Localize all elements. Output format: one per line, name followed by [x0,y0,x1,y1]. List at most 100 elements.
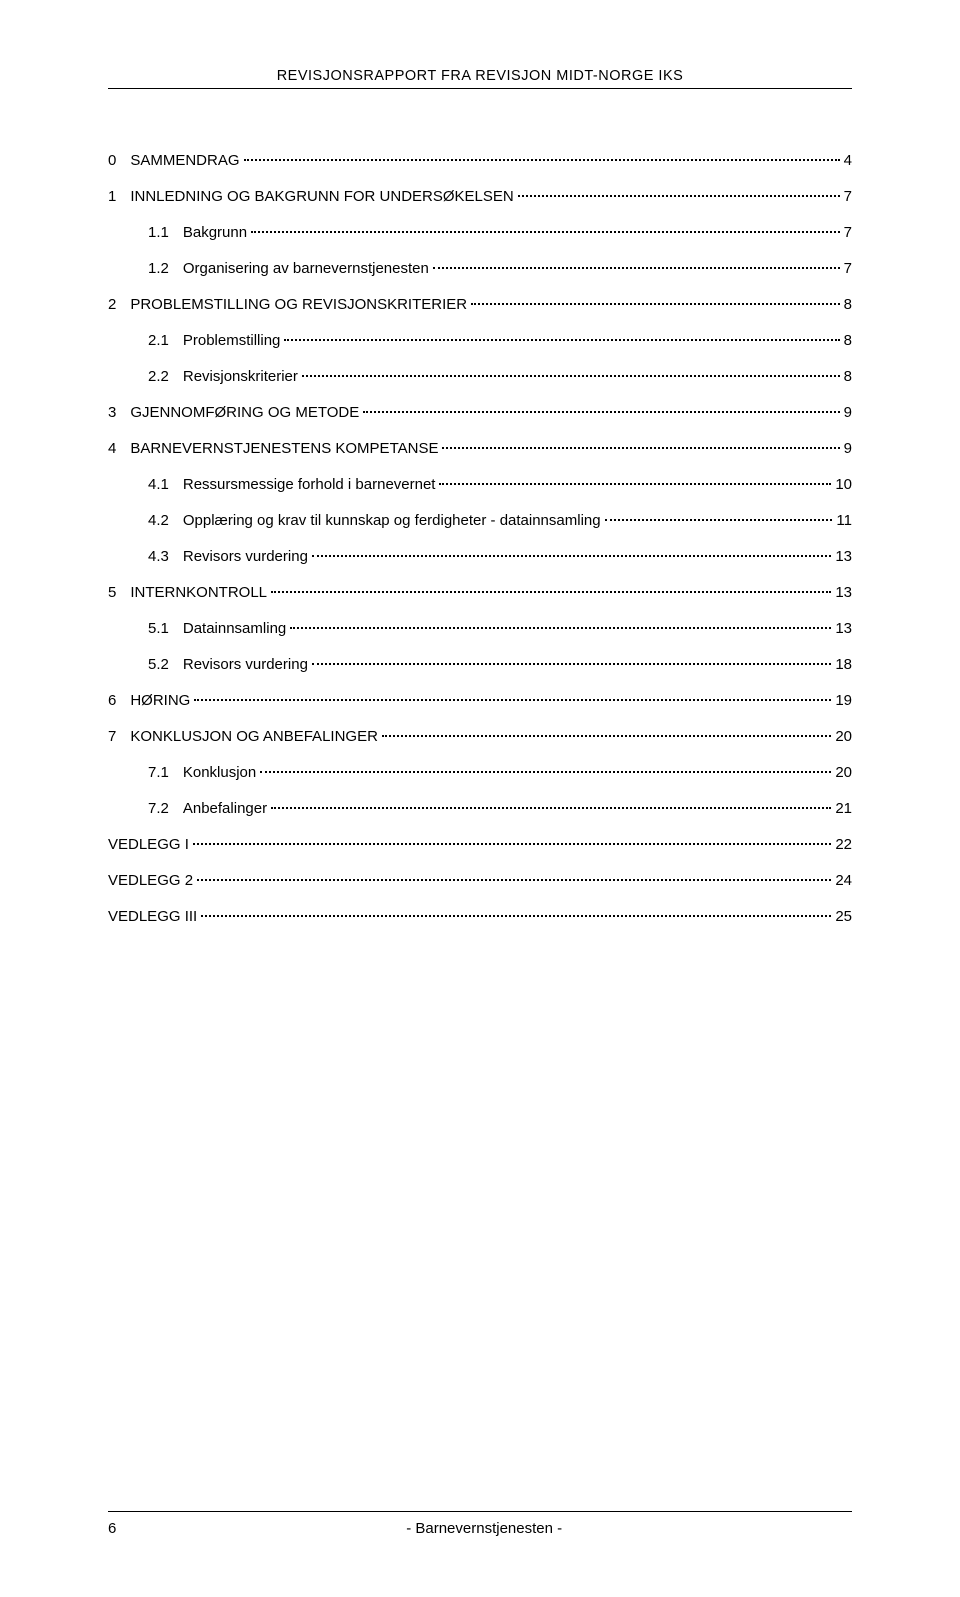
toc-entry-page: 8 [844,293,852,317]
toc-entry-page: 20 [835,725,852,749]
toc-entry: 3 GJENNOMFØRING OG METODE 9 [108,401,852,425]
toc-entry-number: 2.2 [148,365,169,389]
toc-entry-number: 3 [108,401,116,425]
toc-entry-title: Revisjonskriterier [183,365,298,389]
toc-leader [433,267,840,269]
toc-entry-number: 0 [108,149,116,173]
toc-entry-number: 7.2 [148,797,169,821]
toc-entry: 5 INTERNKONTROLL 13 [108,581,852,605]
toc-entry-number: 4.3 [148,545,169,569]
toc-entry: 7.1Konklusjon20 [148,761,852,785]
toc-entry-number: 4.1 [148,473,169,497]
toc-entry: 6 HØRING 19 [108,689,852,713]
toc-leader [290,627,831,629]
toc-entry-title: PROBLEMSTILLING OG REVISJONSKRITERIER [130,293,467,317]
toc-entry-page: 9 [844,437,852,461]
toc-entry: 1.2 Organisering av barnevernstjenesten 7 [148,257,852,281]
toc-entry: 5.2 Revisors vurdering 18 [148,653,852,677]
toc-entry-title: HØRING [130,689,190,713]
toc-leader [201,915,831,917]
toc-entry: 7KONKLUSJON OG ANBEFALINGER20 [108,725,852,749]
toc-entry: 2.2 Revisjonskriterier 8 [148,365,852,389]
toc-entry-number: 4 [108,437,116,461]
toc-entry-title: INNLEDNING OG BAKGRUNN FOR UNDERSØKELSEN [130,185,513,209]
toc-entry-title: Organisering av barnevernstjenesten [183,257,429,281]
toc-entry-page: 9 [844,401,852,425]
toc-entry: VEDLEGG III 25 [108,905,852,929]
toc-entry: 4.1 Ressursmessige forhold i barnevernet 1… [148,473,852,497]
toc-entry: 7.2 Anbefalinger 21 [148,797,852,821]
toc-leader [260,771,831,773]
footer-page-number: 6 [108,1520,116,1537]
toc-entry-title: GJENNOMFØRING OG METODE [130,401,359,425]
toc-entry-title: Problemstilling [183,329,281,353]
toc-entry-title: Opplæring og krav til kunnskap og ferdig… [183,509,601,533]
toc-leader [471,303,840,305]
toc-leader [194,699,831,701]
toc-entry-number: 1.1 [148,221,169,245]
toc-leader [382,735,831,737]
toc-leader [442,447,839,449]
toc-entry-page: 19 [835,689,852,713]
toc-entry-number: 1 [108,185,116,209]
toc-leader [271,591,831,593]
page-footer: 6 - Barnevernstjenesten - [108,1511,852,1537]
toc-leader [439,483,831,485]
toc-leader [312,663,831,665]
toc-entry-number: 5.1 [148,617,169,641]
toc-entry-page: 8 [844,329,852,353]
toc-entry-number: 2 [108,293,116,317]
toc-entry-number: 7.1 [148,761,169,785]
toc-entry-number: 5 [108,581,116,605]
toc-leader [197,879,831,881]
toc-entry-page: 18 [835,653,852,677]
toc-entry-page: 13 [835,545,852,569]
toc-entry-title: VEDLEGG III [108,905,197,929]
toc-entry-page: 11 [836,509,852,533]
toc-entry: 1.1 Bakgrunn 7 [148,221,852,245]
toc-entry-title: SAMMENDRAG [130,149,239,173]
toc-entry-title: Bakgrunn [183,221,247,245]
toc-entry-page: 20 [835,761,852,785]
toc-leader [302,375,840,377]
toc-entry-page: 7 [844,185,852,209]
toc-entry-title: Ressursmessige forhold i barnevernet [183,473,436,497]
toc-entry: 1 INNLEDNING OG BAKGRUNN FOR UNDERSØKELSE… [108,185,852,209]
toc-entry: 4.2Opplæring og krav til kunnskap og fer… [148,509,852,533]
toc-entry-title: Revisors vurdering [183,653,308,677]
toc-entry-title: Anbefalinger [183,797,267,821]
page: REVISJONSRAPPORT FRA REVISJON MIDT-NORGE… [0,0,960,1597]
footer-text: - Barnevernstjenesten - [116,1520,852,1537]
toc-entry: 0 SAMMENDRAG 4 [108,149,852,173]
toc-entry-page: 24 [835,869,852,893]
toc-entry-page: 7 [844,221,852,245]
toc-entry: 2.1Problemstilling8 [148,329,852,353]
toc-entry: 5.1 Datainnsamling 13 [148,617,852,641]
toc-leader [244,159,840,161]
toc-entry-number: 7 [108,725,116,749]
toc-entry-number: 5.2 [148,653,169,677]
toc-entry-page: 13 [835,581,852,605]
toc-entry-number: 1.2 [148,257,169,281]
toc-leader [363,411,839,413]
table-of-contents: 0 SAMMENDRAG 4 1 INNLEDNING OG BAKGRUNN FOR … [108,149,852,1511]
toc-entry-page: 4 [844,149,852,173]
toc-leader [284,339,839,341]
toc-entry-title: INTERNKONTROLL [130,581,267,605]
toc-entry-title: Datainnsamling [183,617,286,641]
toc-leader [251,231,840,233]
toc-entry-page: 10 [835,473,852,497]
toc-leader [271,807,831,809]
toc-leader [605,519,833,521]
toc-leader [312,555,831,557]
toc-entry-page: 8 [844,365,852,389]
toc-entry: 4 BARNEVERNSTJENESTENS KOMPETANSE 9 [108,437,852,461]
toc-entry-title: BARNEVERNSTJENESTENS KOMPETANSE [130,437,438,461]
toc-entry-page: 21 [835,797,852,821]
toc-entry-page: 25 [835,905,852,929]
toc-entry-page: 13 [835,617,852,641]
toc-entry-number: 6 [108,689,116,713]
page-header: REVISJONSRAPPORT FRA REVISJON MIDT-NORGE… [108,68,852,89]
toc-entry: 2 PROBLEMSTILLING OG REVISJONSKRITERIER 8 [108,293,852,317]
toc-entry-page: 7 [844,257,852,281]
